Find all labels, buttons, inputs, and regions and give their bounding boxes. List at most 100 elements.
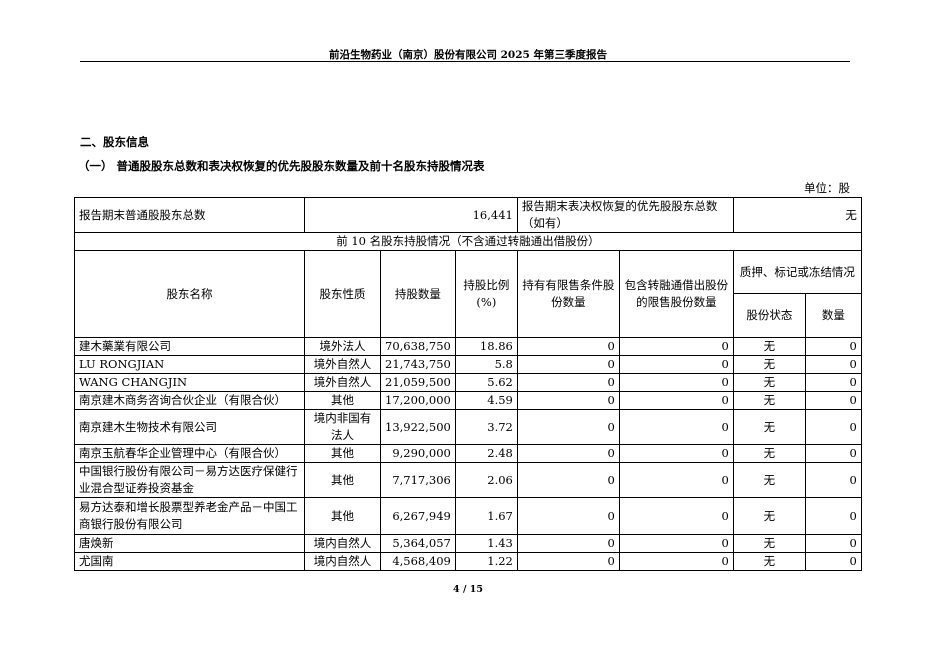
cell-status: 无 [732,462,806,498]
cell-qty: 0 [804,337,862,356]
cell-qty: 0 [804,391,862,410]
col-header-restricted: 持有有限售条件股份数量 [516,250,620,338]
cell-status: 无 [732,409,806,445]
cell-qty: 0 [804,462,862,498]
col-header-shares: 持股数量 [380,250,456,338]
cell-shares: 21,059,500 [380,373,456,392]
cell-shares: 70,638,750 [380,337,456,356]
cell-lent: 0 [618,552,734,571]
header-divider [80,61,850,62]
cell-status: 无 [732,552,806,571]
table-caption: 前 10 名股东持股情况（不含通过转融通出借股份） [74,232,862,251]
cell-nature: 其他 [304,391,381,410]
summary-row: 报告期末普通股股东总数 16,441 报告期末表决权恢复的优先股股东总数（如有）… [74,197,862,233]
cell-nature: 其他 [304,462,381,498]
cell-ratio: 1.67 [454,497,518,535]
preferred-holders-value: 无 [732,197,862,233]
cell-nature: 境外自然人 [304,373,381,392]
cell-status: 无 [732,497,806,535]
cell-shares: 13,922,500 [380,409,456,445]
cell-status: 无 [732,337,806,356]
table-row: 南京建木商务咨询合伙企业（有限合伙） 其他 17,200,000 4.59 0 0 无 0 [74,391,862,410]
cell-lent: 0 [618,497,734,535]
col-header-ratio: 持股比例(%) [454,250,518,338]
cell-ratio: 3.72 [454,409,518,445]
cell-qty: 0 [804,409,862,445]
table-row: 建木藥業有限公司 境外法人 70,638,750 18.86 0 0 无 0 [74,337,862,356]
table-row: WANG CHANGJIN 境外自然人 21,059,500 5.62 0 0 无 0 [74,373,862,392]
cell-restricted: 0 [516,373,620,392]
cell-status: 无 [732,355,806,374]
cell-ratio: 1.43 [454,534,518,553]
col-header-pledge: 质押、标记或冻结情况 [732,250,862,294]
cell-shares: 5,364,057 [380,534,456,553]
cell-restricted: 0 [516,552,620,571]
cell-status: 无 [732,373,806,392]
cell-nature: 其他 [304,444,381,463]
cell-nature: 境内自然人 [304,534,381,553]
cell-restricted: 0 [516,497,620,535]
cell-qty: 0 [804,497,862,535]
cell-nature: 境外法人 [304,337,381,356]
cell-name: 尤国南 [74,552,305,571]
cell-lent: 0 [618,444,734,463]
cell-restricted: 0 [516,337,620,356]
cell-qty: 0 [804,373,862,392]
cell-qty: 0 [804,552,862,571]
cell-status: 无 [732,391,806,410]
unit-label: 单位：股 [804,181,850,195]
cell-lent: 0 [618,462,734,498]
section-subtitle: （一） 普通股股东总数和表决权恢复的优先股股东数量及前十名股东持股情况表 [78,159,485,173]
shareholder-table: 报告期末普通股股东总数 16,441 报告期末表决权恢复的优先股股东总数（如有）… [74,197,862,571]
cell-ratio: 2.06 [454,462,518,498]
cell-nature: 境外自然人 [304,355,381,374]
table-row: 南京建木生物技术有限公司 境内非国有法人 13,922,500 3.72 0 0 无 0 [74,409,862,445]
cell-restricted: 0 [516,355,620,374]
cell-lent: 0 [618,355,734,374]
cell-shares: 21,743,750 [380,355,456,374]
cell-ratio: 1.22 [454,552,518,571]
section-title: 二、股东信息 [80,135,149,149]
col-header-pledge-status: 股份状态 [732,293,806,338]
cell-name: WANG CHANGJIN [74,373,305,392]
cell-name: 南京建木生物技术有限公司 [74,409,305,445]
table-row: 南京玉航春华企业管理中心（有限合伙） 其他 9,290,000 2.48 0 0 无 0 [74,444,862,463]
cell-status: 无 [732,534,806,553]
cell-lent: 0 [618,534,734,553]
cell-restricted: 0 [516,534,620,553]
cell-restricted: 0 [516,409,620,445]
cell-nature: 境内自然人 [304,552,381,571]
cell-name: 唐焕新 [74,534,305,553]
cell-name: 建木藥業有限公司 [74,337,305,356]
total-holders-value: 16,441 [304,197,518,233]
cell-restricted: 0 [516,391,620,410]
cell-ratio: 2.48 [454,444,518,463]
table-row: 尤国南 境内自然人 4,568,409 1.22 0 0 无 0 [74,552,862,571]
col-header-pledge-qty: 数量 [804,293,862,338]
cell-name: 南京玉航春华企业管理中心（有限合伙） [74,444,305,463]
page-number: 4 / 15 [453,584,483,595]
cell-status: 无 [732,444,806,463]
cell-nature: 其他 [304,497,381,535]
table-row: 唐焕新 境内自然人 5,364,057 1.43 0 0 无 0 [74,534,862,553]
cell-qty: 0 [804,444,862,463]
table-row: LU RONGJIAN 境外自然人 21,743,750 5.8 0 0 无 0 [74,355,862,374]
cell-lent: 0 [618,373,734,392]
cell-shares: 4,568,409 [380,552,456,571]
table-row: 中国银行股份有限公司－易方达医疗保健行业混合型证券投资基金 其他 7,717,306… [74,462,862,498]
cell-restricted: 0 [516,462,620,498]
cell-ratio: 18.86 [454,337,518,356]
cell-shares: 6,267,949 [380,497,456,535]
cell-name: 南京建木商务咨询合伙企业（有限合伙） [74,391,305,410]
preferred-holders-label: 报告期末表决权恢复的优先股股东总数（如有） [516,197,734,233]
col-header-name: 股东名称 [74,250,305,338]
cell-shares: 17,200,000 [380,391,456,410]
cell-name: 中国银行股份有限公司－易方达医疗保健行业混合型证券投资基金 [74,462,305,498]
cell-qty: 0 [804,355,862,374]
cell-ratio: 4.59 [454,391,518,410]
page-header: 前沿生物药业（南京）股份有限公司 2025 年第三季度报告 [328,49,608,61]
col-header-nature: 股东性质 [304,250,381,338]
cell-shares: 9,290,000 [380,444,456,463]
cell-restricted: 0 [516,444,620,463]
cell-lent: 0 [618,409,734,445]
